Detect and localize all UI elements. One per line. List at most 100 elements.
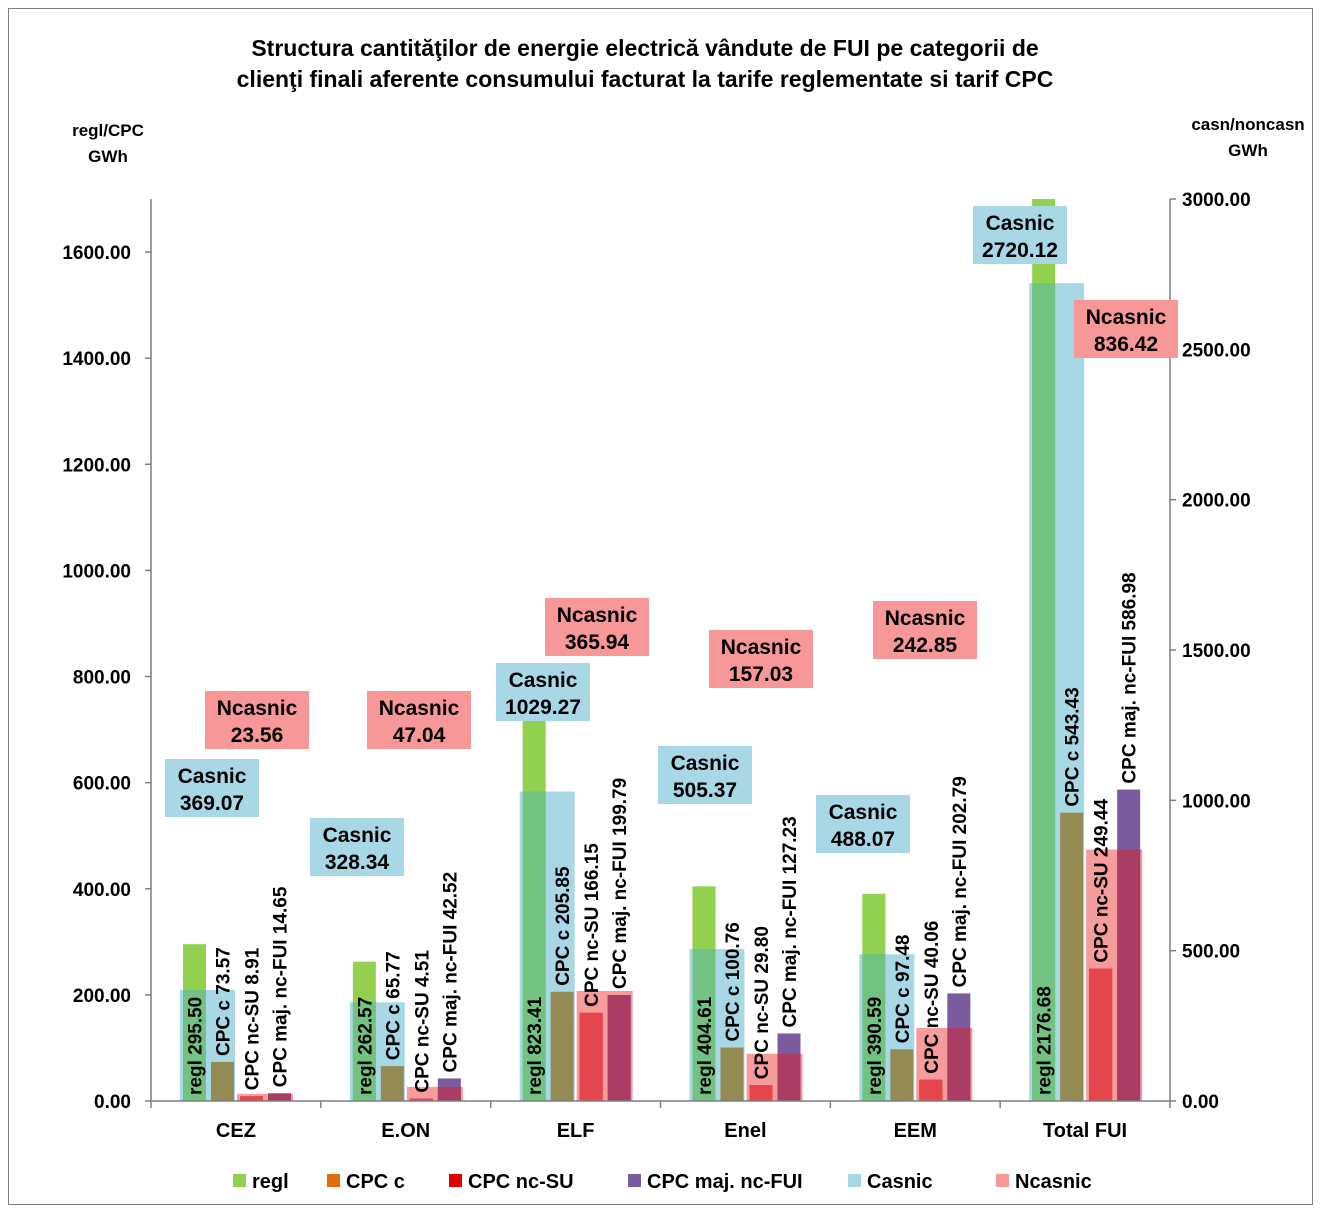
cpc-overlap-tint <box>947 1027 971 1101</box>
legend-label: CPC nc-SU <box>468 1171 574 1193</box>
ncasnic-label-value: 242.85 <box>893 634 958 657</box>
cpc-overlap-tint <box>240 1096 263 1101</box>
casnic-label-value: 369.07 <box>180 792 244 815</box>
cpc-overlap-tint <box>1089 968 1113 1101</box>
chart-title-line: Structura cantităţilor de energie electr… <box>251 35 1038 61</box>
regl-cpc-bars <box>183 199 1141 1101</box>
legend-swatch <box>996 1174 1009 1187</box>
right-tick-label: 3000.00 <box>1182 190 1251 211</box>
ncasnic-label-box <box>1074 300 1178 358</box>
value-label-cpc-maj-nc-fui: CPC maj. nc-FUI 127.23 <box>780 816 801 1027</box>
legend-swatch <box>449 1174 462 1187</box>
value-label-cpc-c: CPC c 100.76 <box>723 922 744 1041</box>
legend-swatch <box>848 1174 861 1187</box>
casnic-ncasnic-bars <box>180 283 1143 1101</box>
cpc-overlap-tint <box>749 1085 773 1101</box>
category-label: ELF <box>557 1120 595 1142</box>
legend-label: regl <box>252 1171 289 1193</box>
casnic-label-value: 488.07 <box>831 828 895 851</box>
left-tick-label: 1200.00 <box>62 455 131 476</box>
ncasnic-bar <box>237 1093 293 1101</box>
legend-swatch <box>628 1174 641 1187</box>
ncasnic-label-value: 23.56 <box>231 724 284 747</box>
chart-title: Structura cantităţilor de energie electr… <box>237 35 1054 92</box>
right-tick-label: 0.00 <box>1182 1092 1219 1113</box>
legend: regl CPC c CPC nc-SU CPC maj. nc-FUI Casnic N… <box>233 1171 1092 1193</box>
value-label-cpc-nc-su: CPC nc-SU 249.44 <box>1092 799 1113 963</box>
legend-label: Ncasnic <box>1015 1171 1092 1193</box>
ncasnic-label-box <box>205 691 309 749</box>
bar-cpc-c <box>720 1047 744 1101</box>
ncasnic-label-box <box>709 630 813 688</box>
value-label-cpc-nc-su: CPC nc-SU 166.15 <box>582 843 603 1007</box>
casnic-label-box <box>658 746 752 804</box>
casnic-label-value: 2720.12 <box>982 239 1058 262</box>
ncasnic-label-box <box>873 601 977 659</box>
legend-swatch <box>327 1174 340 1187</box>
left-tick-label: 0.00 <box>94 1092 131 1113</box>
regl-overlap-tint <box>183 990 206 1101</box>
category-label: CEZ <box>216 1120 256 1142</box>
bar-cpc-c <box>380 1066 404 1101</box>
casnic-label-name: Casnic <box>178 765 247 788</box>
ncasnic-label-box <box>367 691 471 749</box>
value-label-cpc-nc-su: CPC nc-SU 40.06 <box>922 921 943 1074</box>
value-label-cpc-maj-nc-fui: CPC maj. nc-FUI 586.98 <box>1120 572 1141 783</box>
casnic-label-name: Casnic <box>509 669 578 692</box>
right-axis-title: casn/noncasn <box>1191 115 1304 134</box>
left-tick-label: 1000.00 <box>62 561 131 582</box>
value-label-cpc-c: CPC c 73.57 <box>214 947 235 1056</box>
left-axis-unit: GWh <box>88 147 128 166</box>
right-axis-unit: GWh <box>1228 141 1268 160</box>
value-label-cpc-c: CPC c 65.77 <box>383 951 404 1060</box>
value-label-regl: regl 390.59 <box>865 997 886 1095</box>
left-tick-label: 800.00 <box>73 668 131 689</box>
axis-titles: regl/CPC GWh casn/noncasn GWh <box>72 115 1305 166</box>
category-label: Total FUI <box>1043 1120 1127 1142</box>
value-label-cpc-maj-nc-fui: CPC maj. nc-FUI 14.65 <box>271 886 292 1087</box>
bar-cpc-c <box>1060 812 1084 1101</box>
ncasnic-label-name: Ncasnic <box>721 636 802 659</box>
ncasnic-label-value: 836.42 <box>1094 333 1158 356</box>
cpc-overlap-tint <box>268 1093 291 1101</box>
regl-overlap-tint <box>862 954 886 1101</box>
value-label-cpc-maj-nc-fui: CPC maj. nc-FUI 199.79 <box>610 778 631 989</box>
casnic-label-name: Casnic <box>671 752 740 775</box>
casnic-label-value: 1029.27 <box>505 696 581 719</box>
bar-cpc-c <box>211 1061 234 1101</box>
value-label-cpc-maj-nc-fui: CPC maj. nc-FUI 42.52 <box>440 872 461 1073</box>
regl-overlap-tint <box>522 791 546 1101</box>
ncasnic-label-name: Ncasnic <box>379 697 460 720</box>
chart-title-line: clienţi finali aferente consumului factu… <box>237 66 1054 92</box>
casnic-label-box <box>973 206 1067 264</box>
value-label-cpc-c: CPC c 543.43 <box>1063 687 1084 806</box>
legend-swatch <box>233 1174 246 1187</box>
right-tick-label: 500.00 <box>1182 942 1240 963</box>
category-label: Enel <box>724 1120 766 1142</box>
data-labels: regl 295.50 CPC c 73.57 CPC nc-SU 8.91 CPC … <box>165 206 1178 1095</box>
cpc-overlap-tint <box>409 1098 433 1101</box>
casnic-label-box <box>496 663 590 721</box>
ncasnic-label-name: Ncasnic <box>217 697 298 720</box>
right-tick-label: 2000.00 <box>1182 491 1251 512</box>
cpc-overlap-tint <box>777 1053 801 1101</box>
left-tick-label: 400.00 <box>73 880 131 901</box>
left-tick-label: 200.00 <box>73 986 131 1007</box>
bar-cpc-c <box>550 991 574 1101</box>
value-label-cpc-c: CPC c 97.48 <box>893 934 914 1043</box>
cpc-overlap-tint <box>607 994 631 1101</box>
ncasnic-label-name: Ncasnic <box>885 607 966 630</box>
left-axis-title: regl/CPC <box>72 121 144 140</box>
left-tick-label: 1600.00 <box>62 243 131 264</box>
ncasnic-label-value: 157.03 <box>729 663 793 686</box>
right-tick-label: 1000.00 <box>1182 791 1251 812</box>
category-label: EEM <box>894 1120 937 1142</box>
legend-label: CPC c <box>346 1171 405 1193</box>
ncasnic-label-value: 47.04 <box>393 724 446 747</box>
value-label-cpc-nc-su: CPC nc-SU 29.80 <box>752 926 773 1079</box>
cpc-overlap-tint <box>437 1086 461 1101</box>
right-tick-label: 1500.00 <box>1182 641 1251 662</box>
casnic-label-name: Casnic <box>323 824 392 847</box>
value-label-regl: regl 2176.68 <box>1035 986 1056 1095</box>
cpc-overlap-tint <box>919 1079 943 1101</box>
